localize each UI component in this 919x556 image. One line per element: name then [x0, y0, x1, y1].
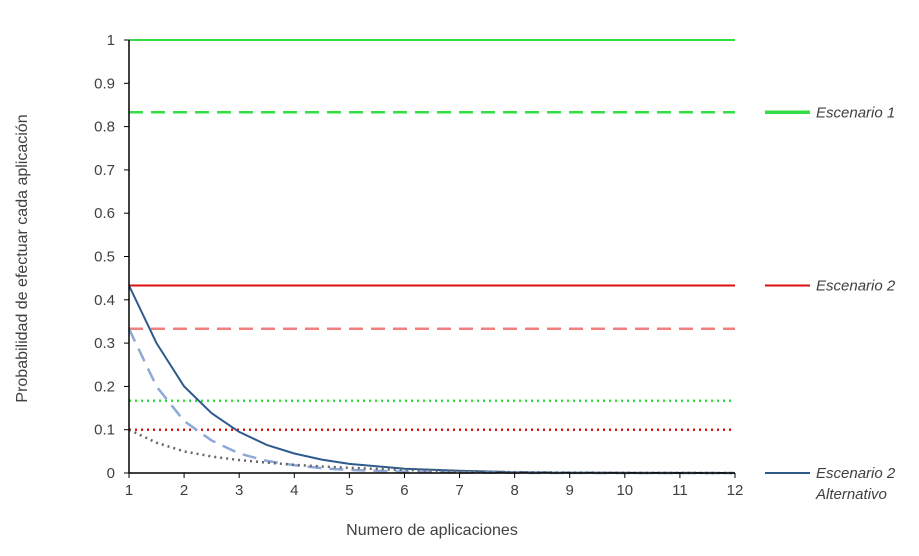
x-tick-label: 4: [290, 482, 298, 499]
legend-label-1: Escenario 2: [816, 278, 896, 295]
x-axis-title: Numero de aplicaciones: [346, 522, 518, 539]
y-axis-title: Probabilidad de efectuar cada aplicación: [14, 114, 31, 402]
legend: Escenario 1 Escenario 2 Escenario 2 Alterna…: [765, 104, 896, 503]
x-tick-label: 5: [345, 482, 353, 499]
x-tick-label: 1: [125, 482, 133, 499]
ticks-layer: 00.10.20.30.40.50.60.70.80.911 2 3 4 5 6 7 8 9 10…: [94, 32, 743, 499]
y-tick-label: 0.1: [94, 422, 115, 439]
series-line-8: [128, 428, 736, 475]
y-tick-label: 1: [107, 32, 115, 49]
x-tick-label: 10: [616, 482, 633, 499]
x-tick-label: 3: [235, 482, 243, 499]
y-tick-label: 0: [107, 465, 115, 482]
legend-label-0: Escenario 1: [816, 104, 895, 121]
x-tick-label: 11: [672, 482, 688, 499]
y-tick-label: 0.6: [94, 205, 115, 222]
legend-label-2: Alternativo: [815, 486, 887, 503]
y-tick-label: 0.8: [94, 119, 115, 136]
x-tick-label: 9: [566, 482, 574, 499]
y-tick-label: 0.4: [94, 292, 115, 309]
x-tick-label: 12: [727, 482, 744, 499]
series-layer: [127, 39, 736, 475]
y-tick-label: 0.9: [94, 75, 115, 92]
x-tick-label: 8: [510, 482, 518, 499]
x-tick-label: 6: [400, 482, 408, 499]
x-tick-label: 2: [180, 482, 188, 499]
y-tick-label: 0.7: [94, 162, 115, 179]
x-tick-label: 7: [455, 482, 463, 499]
y-tick-label: 0.3: [94, 335, 115, 352]
y-tick-label: 0.5: [94, 249, 115, 266]
y-tick-label: 0.2: [94, 378, 115, 395]
legend-label-2: Escenario 2: [816, 465, 896, 482]
